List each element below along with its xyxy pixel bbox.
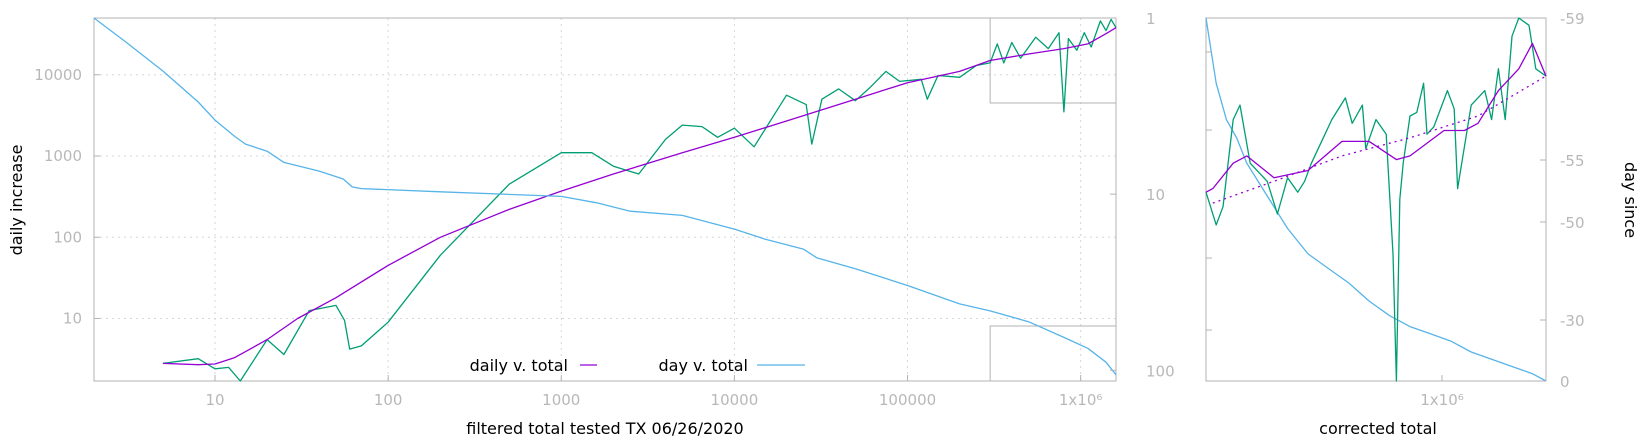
- inset-raw-line: [1205, 17, 1547, 382]
- inset-y2-tick-label: -50: [1560, 214, 1585, 232]
- main-y-tick-label: 100: [53, 228, 82, 246]
- main-x-tick-label: 100: [374, 391, 403, 409]
- legend: daily v. total day v. total: [470, 356, 805, 375]
- inset-panel: 1x10⁶ -59 -55 -50 -30 0 corrected total day …: [1205, 10, 1640, 438]
- main-y-tick-label: 10: [63, 309, 82, 327]
- inset-y2-tick-label: -30: [1560, 312, 1585, 330]
- legend-label-day: day v. total: [659, 356, 749, 375]
- zoom-box-top: [989, 18, 1116, 104]
- inset-y2-axis-label: day since: [1621, 162, 1640, 238]
- daily-v-total-line: [162, 27, 1117, 366]
- main-x-tick-label: 10000: [711, 391, 759, 409]
- inset-plot-frame: [1205, 17, 1547, 382]
- legend-label-daily: daily v. total: [470, 356, 568, 375]
- main-x-tick-label: 1x10⁶: [1059, 391, 1103, 409]
- inset-left-tick-marks: [1206, 51, 1212, 331]
- inset-x-tick-label: 1x10⁶: [1420, 391, 1464, 409]
- main-y-tick-label: 10000: [34, 66, 82, 84]
- inset-x-axis-label: corrected total: [1319, 419, 1437, 438]
- day-v-total-line: [93, 17, 1117, 376]
- main-plot-frame: [93, 17, 1117, 382]
- main-y2-tick-label: 1: [1146, 10, 1156, 28]
- raw-daily-line: [162, 18, 1117, 382]
- inset-series-group: [1205, 17, 1547, 382]
- main-x-tick-label: 1000: [542, 391, 580, 409]
- main-y-axis-label: daily increase: [7, 145, 26, 256]
- main-panel: 10 100 1000 10000 100000 1x10⁶ 10 100 1000 10000…: [7, 10, 1175, 438]
- main-y2-tick-label: 100: [1146, 362, 1175, 380]
- inset-y2-ticks: -59 -55 -50 -30 0: [1540, 10, 1585, 391]
- main-x-axis-label: filtered total tested TX 06/26/2020: [466, 419, 743, 438]
- main-y2-ticks: 1 10 100: [1110, 10, 1175, 380]
- inset-y2-tick-label: 0: [1560, 373, 1570, 391]
- main-y2-tick-label: 10: [1146, 186, 1165, 204]
- inset-y2-tick-label: -55: [1560, 152, 1585, 170]
- main-y-tick-label: 1000: [44, 147, 82, 165]
- main-x-tick-label: 10: [205, 391, 224, 409]
- inset-smoothed-line: [1205, 42, 1547, 193]
- main-x-ticks: 10 100 1000 10000 100000 1x10⁶: [205, 375, 1102, 409]
- zoom-region-markers: [989, 18, 1116, 381]
- main-y-ticks: 10 100 1000 10000: [34, 66, 100, 327]
- inset-x-ticks: 1x10⁶: [1420, 375, 1464, 409]
- inset-trend-line: [1212, 75, 1547, 204]
- inset-y2-tick-label: -59: [1560, 10, 1585, 28]
- main-gridlines: [94, 18, 1116, 381]
- zoom-box-bottom: [989, 325, 1116, 381]
- main-series-group: [93, 17, 1117, 382]
- inset-day-line: [1205, 17, 1547, 382]
- main-x-tick-label: 100000: [879, 391, 936, 409]
